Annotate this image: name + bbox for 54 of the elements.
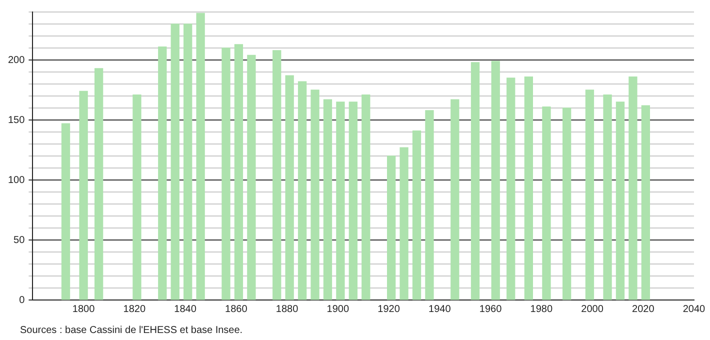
bar [298,81,307,300]
x-tick-label: 2040 [682,304,706,315]
y-tick-label: 50 [14,234,26,246]
bar [272,50,282,300]
bar [491,60,500,300]
x-tick-label: 1840 [174,304,197,315]
bar [450,99,460,300]
x-tick-label: 2020 [632,304,655,315]
bar [310,90,320,300]
bar [585,90,594,300]
bar [196,12,205,300]
bar [348,102,358,300]
bar [184,24,192,300]
bar [524,76,533,300]
x-tick-label: 1900 [326,304,350,315]
bar [362,94,370,300]
bar [470,62,480,300]
y-tick-label: 100 [8,174,26,186]
bar [158,46,167,300]
bar [425,110,434,300]
bar [603,94,612,300]
x-tick-label: 1980 [530,304,553,315]
bar [285,75,294,300]
bar [506,78,516,300]
x-tick-label: 1920 [378,304,400,315]
bar [641,105,650,300]
y-tick-label: 0 [19,294,26,306]
bar [336,102,345,300]
x-tick-label: 1800 [72,304,96,315]
x-tick-label: 1960 [479,304,502,315]
x-tick-label: 1940 [428,304,452,315]
bar [542,106,551,300]
x-tick-label: 1880 [276,304,299,315]
bar [562,108,572,300]
bar [61,123,70,300]
x-tick-label: 1820 [123,304,146,315]
bar [79,90,88,300]
x-tick-label: 2000 [581,304,604,315]
bar [132,94,142,300]
bar [323,99,332,300]
bar [170,24,180,300]
bar [412,130,422,300]
bar [616,102,625,300]
bar [247,54,256,300]
bar [222,48,230,300]
y-tick-label: 200 [8,54,26,66]
bar [94,68,104,300]
x-tick-label: 1860 [225,304,248,315]
bar [386,156,396,300]
bar [400,147,408,300]
bar [234,44,244,300]
bar [628,76,638,300]
source-note: Sources : base Cassini de l'EHESS et base Insee. [20,325,243,336]
y-tick-label: 150 [8,114,26,126]
